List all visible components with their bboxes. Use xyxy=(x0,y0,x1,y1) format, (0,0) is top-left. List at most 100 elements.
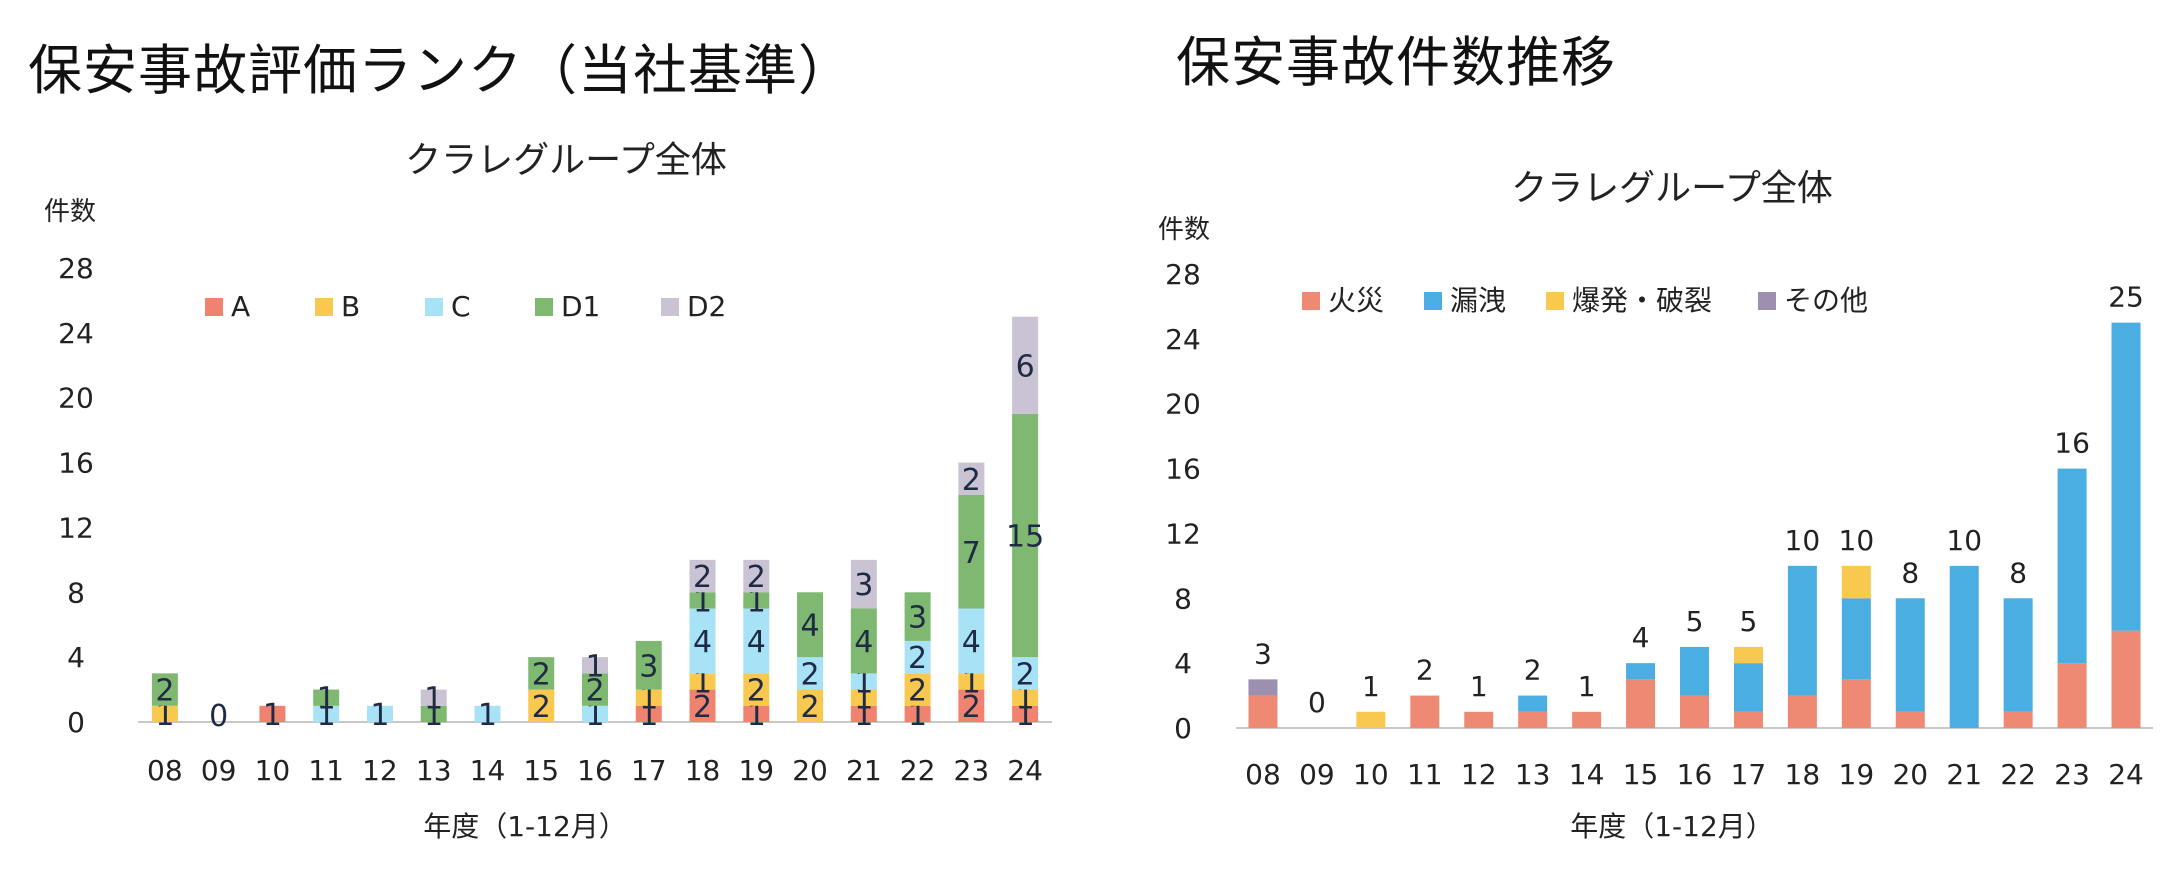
segment-data-label: 1 xyxy=(317,698,336,733)
segment-data-label: 1 xyxy=(639,698,658,733)
y-tick-label: 20 xyxy=(1165,388,1201,421)
segment-data-label: 4 xyxy=(801,609,820,644)
total-data-label: 1 xyxy=(1470,670,1488,703)
bar-segment xyxy=(850,673,877,690)
segment-data-label: 2 xyxy=(747,560,766,595)
bar-segment xyxy=(1733,663,1763,712)
x-tick-label: 22 xyxy=(900,754,936,787)
segment-data-label: 1 xyxy=(585,698,604,733)
bar-segment xyxy=(1410,695,1440,728)
legend-label: D1 xyxy=(561,290,600,323)
bar-segment xyxy=(904,592,931,641)
segment-data-label: 2 xyxy=(801,690,820,725)
bar-segment xyxy=(1572,711,1602,728)
x-tick-label: 24 xyxy=(1007,754,1043,787)
bar-segment xyxy=(1012,316,1039,414)
segment-data-label: 1 xyxy=(424,682,443,717)
segment-data-label: 2 xyxy=(962,463,981,498)
x-tick-label: 23 xyxy=(2054,758,2090,791)
y-tick-label: 24 xyxy=(58,317,94,350)
segment-data-label: 2 xyxy=(155,674,174,709)
x-tick-label: 12 xyxy=(362,754,398,787)
bar-segment xyxy=(850,608,877,674)
bar-segment xyxy=(1787,695,1817,728)
x-tick-label: 20 xyxy=(1892,758,1928,791)
x-tick-label: 19 xyxy=(738,754,774,787)
x-tick-label: 11 xyxy=(1407,758,1443,791)
zero-data-label: 0 xyxy=(209,699,228,734)
x-tick-label: 10 xyxy=(255,754,291,787)
bar-segment xyxy=(151,673,178,706)
bar-segment xyxy=(1012,413,1039,658)
bar-segment xyxy=(1733,711,1763,728)
segment-data-label: 1 xyxy=(1016,682,1035,717)
y-tick-label: 4 xyxy=(67,641,85,674)
bar-segment xyxy=(1464,711,1494,728)
x-tick-label: 24 xyxy=(2108,758,2144,791)
x-tick-label: 21 xyxy=(846,754,882,787)
y-tick-label: 0 xyxy=(67,706,85,739)
bar-segment xyxy=(958,689,985,722)
y-tick-label: 0 xyxy=(1174,712,1192,745)
bar-segment xyxy=(689,559,716,593)
segment-data-label: 1 xyxy=(370,698,389,733)
bar-segment xyxy=(474,705,501,722)
x-tick-label: 23 xyxy=(954,754,990,787)
segment-data-label: 2 xyxy=(908,674,927,709)
segment-data-label: 1 xyxy=(854,698,873,733)
y-tick-label: 8 xyxy=(1174,582,1192,615)
segment-data-label: 4 xyxy=(747,625,766,660)
bar-segment xyxy=(2111,630,2141,728)
bar-segment xyxy=(1841,679,1871,728)
legend-label: その他 xyxy=(1784,284,1868,317)
x-tick-label: 14 xyxy=(1569,758,1605,791)
x-tick-label: 16 xyxy=(577,754,613,787)
legend-swatch xyxy=(1424,292,1442,310)
y-axis-label: 件数 xyxy=(1158,215,1210,245)
legend-swatch xyxy=(535,298,553,316)
x-tick-label: 22 xyxy=(2000,758,2036,791)
y-tick-label: 28 xyxy=(58,252,94,285)
legend-label: 爆発・破裂 xyxy=(1572,284,1712,317)
bar-segment xyxy=(958,673,985,690)
bar-segment xyxy=(1518,695,1548,712)
y-tick-label: 4 xyxy=(1174,647,1192,680)
bar-segment xyxy=(958,495,985,609)
bar-segment xyxy=(2003,711,2033,728)
bar-segment xyxy=(1733,646,1763,664)
bar-segment xyxy=(420,705,447,722)
y-tick-label: 8 xyxy=(67,576,85,609)
x-tick-label: 21 xyxy=(1946,758,1982,791)
bar-segment xyxy=(797,592,824,658)
bar-segment xyxy=(904,673,931,706)
legend-swatch xyxy=(661,298,679,316)
segment-data-label: 4 xyxy=(854,625,873,660)
segment-data-label: 4 xyxy=(962,625,981,660)
x-tick-label: 15 xyxy=(1623,758,1659,791)
bar-segment xyxy=(1012,689,1039,706)
bar-segment xyxy=(850,689,877,706)
total-data-label: 1 xyxy=(1362,670,1380,703)
total-data-label: 2 xyxy=(1524,654,1542,687)
bar-segment xyxy=(958,608,985,674)
bar-segment xyxy=(1787,565,1817,696)
bar-segment xyxy=(313,705,340,722)
y-tick-label: 12 xyxy=(1165,517,1201,550)
bar-segment xyxy=(743,673,770,706)
legend-swatch xyxy=(205,298,223,316)
bar-segment xyxy=(850,705,877,722)
bar-segment xyxy=(689,592,716,609)
segment-data-label: 2 xyxy=(585,674,604,709)
legend-label: 漏洩 xyxy=(1450,284,1506,317)
total-data-label: 16 xyxy=(2054,427,2090,460)
segment-data-label: 1 xyxy=(854,682,873,717)
bar-segment xyxy=(1626,663,1656,680)
segment-data-label: 2 xyxy=(532,690,551,725)
y-axis-label: 件数 xyxy=(44,197,96,227)
segment-data-label: 2 xyxy=(747,674,766,709)
bar-segment xyxy=(689,673,716,690)
x-tick-label: 17 xyxy=(631,754,667,787)
bar-segment xyxy=(743,592,770,609)
segment-data-label: 2 xyxy=(962,690,981,725)
legend-swatch xyxy=(1546,292,1564,310)
